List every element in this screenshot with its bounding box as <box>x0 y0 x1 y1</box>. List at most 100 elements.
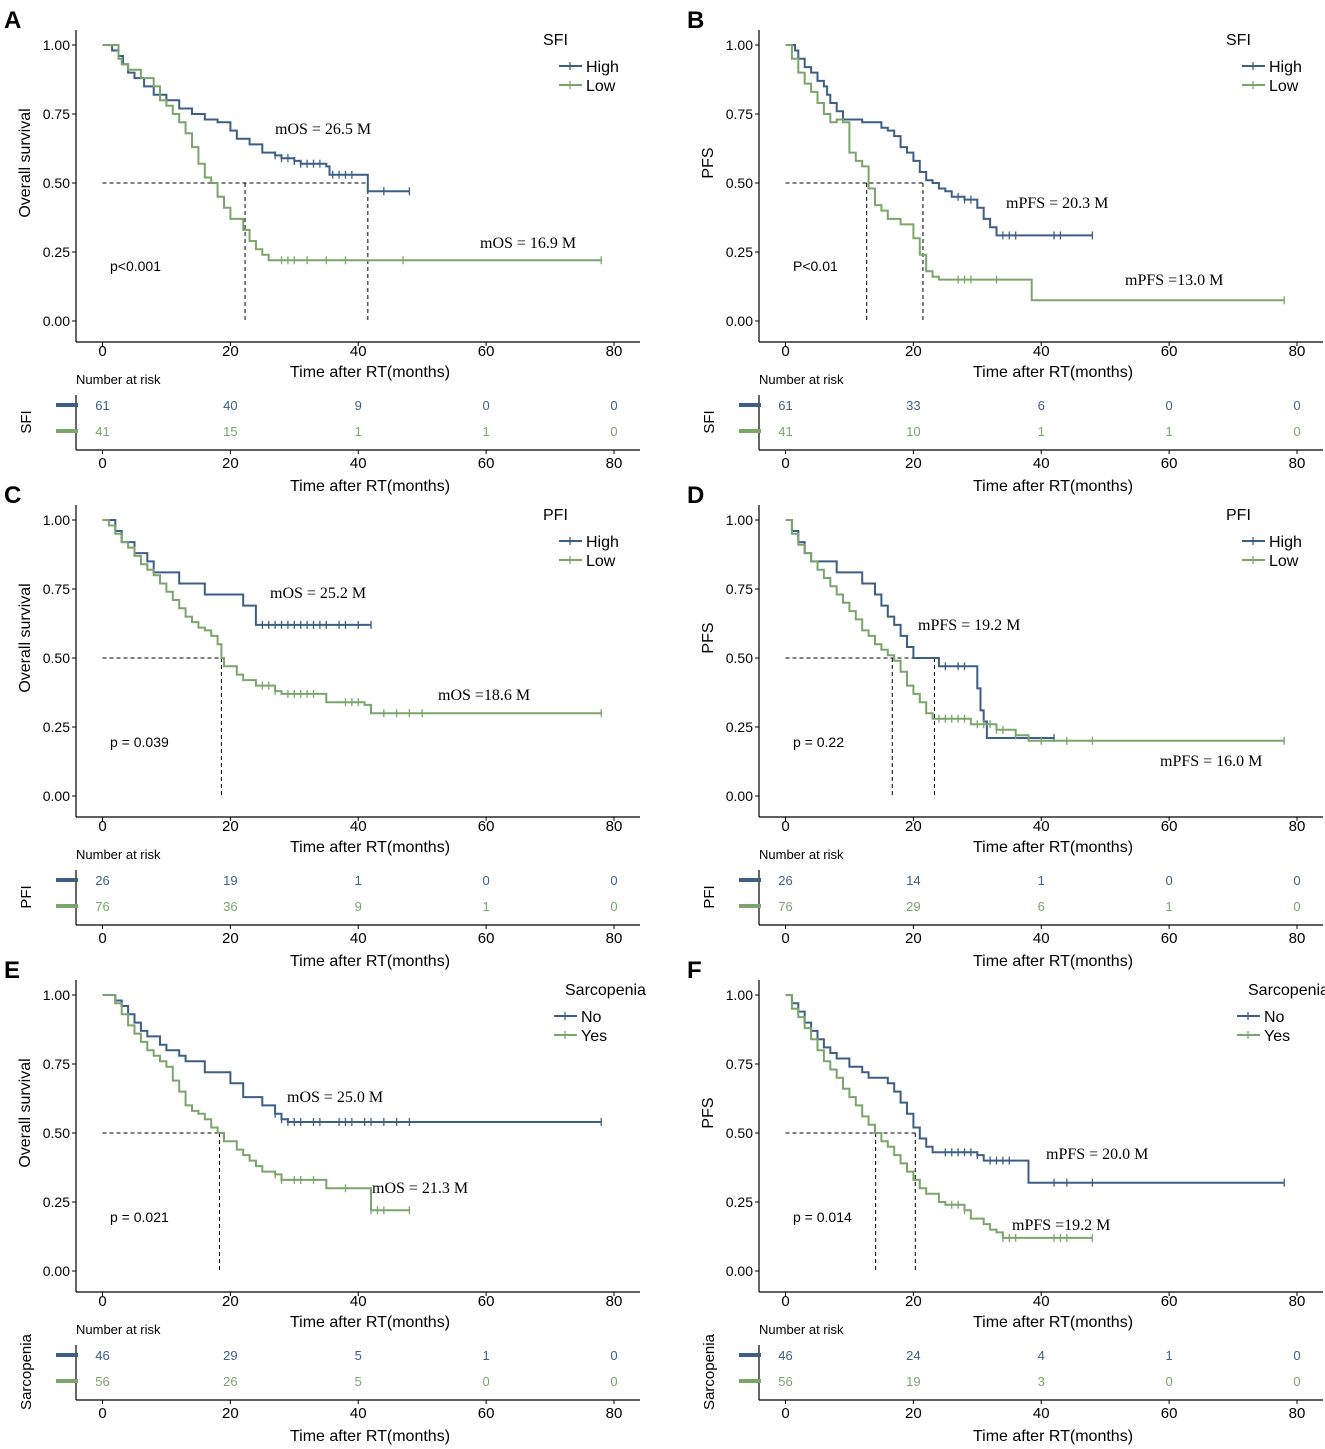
risk-x-tick-label: 0 <box>98 1405 106 1422</box>
x-tick-label: 20 <box>222 818 239 835</box>
risk-table-title: Number at risk <box>76 1322 161 1337</box>
panel-letter: F <box>687 957 702 984</box>
risk-x-tick-label: 40 <box>1033 1405 1050 1422</box>
x-tick-label: 0 <box>781 1293 789 1310</box>
risk-x-tick-label: 20 <box>222 455 239 472</box>
panel-letter: D <box>687 482 704 509</box>
legend-title: SFI <box>1226 32 1251 49</box>
x-tick-label: 40 <box>350 818 367 835</box>
panel-c: C 0.00 0.25 0.50 0.75 1.00 0 20 40 60 80 Time after… <box>4 482 640 970</box>
km-curve-high <box>102 44 410 193</box>
p-value: p = 0.021 <box>110 1209 169 1225</box>
risk-x-tick-label: 60 <box>1161 455 1178 472</box>
risk-table-title: Number at risk <box>76 372 161 387</box>
risk-count: 1 <box>355 424 362 439</box>
legend-item: High <box>1269 59 1302 76</box>
panel-letter: C <box>4 482 21 509</box>
risk-count: 0 <box>1166 1374 1173 1389</box>
p-value: p = 0.014 <box>793 1209 852 1225</box>
risk-x-tick-label: 80 <box>606 1405 623 1422</box>
risk-count: 41 <box>778 424 792 439</box>
risk-count: 9 <box>355 899 362 914</box>
risk-count: 0 <box>1166 398 1173 413</box>
x-tick-label: 20 <box>905 818 922 835</box>
risk-x-tick-label: 20 <box>222 1405 239 1422</box>
x-tick-label: 20 <box>905 343 922 360</box>
x-tick-label: 0 <box>98 1293 106 1310</box>
median-label: mPFS = 20.0 M <box>1046 1146 1148 1163</box>
panel-e: E 0.00 0.25 0.50 0.75 1.00 0 20 40 60 80 Time after… <box>4 957 646 1445</box>
risk-count: 6 <box>1038 899 1045 914</box>
legend-item: Yes <box>581 1028 607 1045</box>
legend-item: Low <box>586 553 616 570</box>
risk-x-tick-label: 0 <box>98 930 106 947</box>
risk-count: 76 <box>778 899 792 914</box>
median-label: mOS = 25.0 M <box>287 1089 383 1106</box>
risk-count: 56 <box>95 1374 109 1389</box>
risk-x-tick-label: 80 <box>1289 455 1306 472</box>
p-value: p = 0.039 <box>110 734 169 750</box>
km-curve-no <box>785 994 1285 1184</box>
risk-count: 0 <box>610 899 617 914</box>
risk-x-tick-label: 20 <box>905 1405 922 1422</box>
risk-count: 0 <box>1293 1348 1300 1363</box>
risk-count: 14 <box>906 873 920 888</box>
y-tick-label: 0.25 <box>726 1194 753 1210</box>
y-tick-label: 1.00 <box>43 37 70 53</box>
x-tick-label: 60 <box>1161 1293 1178 1310</box>
panel-letter: A <box>4 7 21 34</box>
x-tick-label: 0 <box>781 818 789 835</box>
risk-count: 0 <box>610 398 617 413</box>
y-tick-label: 0.25 <box>43 1194 70 1210</box>
x-tick-label: 60 <box>1161 343 1178 360</box>
risk-count: 1 <box>1038 424 1045 439</box>
km-curve-yes <box>785 994 1093 1239</box>
x-tick-label: 0 <box>98 818 106 835</box>
legend-item: Low <box>1269 78 1299 95</box>
risk-count: 46 <box>95 1348 109 1363</box>
risk-count: 40 <box>223 398 237 413</box>
risk-table-title: Number at risk <box>759 847 844 862</box>
median-label: mOS = 26.5 M <box>275 121 371 138</box>
x-tick-label: 20 <box>222 343 239 360</box>
median-label: mOS = 16.9 M <box>480 235 576 252</box>
risk-y-label: SFI <box>701 410 718 433</box>
y-tick-label: 0.00 <box>43 313 70 329</box>
risk-count: 0 <box>1293 899 1300 914</box>
y-tick-label: 0.25 <box>43 244 70 260</box>
median-label: mPFS = 19.2 M <box>918 617 1020 634</box>
legend-item: High <box>586 59 619 76</box>
median-label: mPFS =13.0 M <box>1125 272 1223 289</box>
y-tick-label: 0.25 <box>43 719 70 735</box>
y-tick-label: 0.75 <box>43 1056 70 1072</box>
x-tick-label: 0 <box>781 343 789 360</box>
y-tick-label: 0.25 <box>726 719 753 735</box>
x-tick-label: 80 <box>606 343 623 360</box>
risk-y-label: SFI <box>18 410 35 433</box>
risk-x-axis-label: Time after RT(months) <box>973 478 1133 495</box>
risk-table-title: Number at risk <box>76 847 161 862</box>
risk-count: 46 <box>778 1348 792 1363</box>
risk-y-label: PFI <box>701 885 718 908</box>
y-axis-label: PFS <box>700 147 717 178</box>
risk-count: 1 <box>1038 873 1045 888</box>
risk-count: 0 <box>610 1348 617 1363</box>
risk-count: 6 <box>1038 398 1045 413</box>
y-tick-label: 0.75 <box>726 106 753 122</box>
risk-table-title: Number at risk <box>759 1322 844 1337</box>
risk-y-label: Sarcopenia <box>18 1333 35 1410</box>
legend-title: PFI <box>543 507 568 524</box>
risk-count: 0 <box>1293 1374 1300 1389</box>
y-tick-label: 0.00 <box>43 1263 70 1279</box>
y-axis-label: PFS <box>700 1097 717 1128</box>
risk-count: 5 <box>355 1348 362 1363</box>
risk-count: 1 <box>1166 899 1173 914</box>
risk-count: 26 <box>95 873 109 888</box>
x-tick-label: 40 <box>1033 1293 1050 1310</box>
x-tick-label: 60 <box>478 1293 495 1310</box>
y-tick-label: 0.50 <box>726 650 753 666</box>
risk-count: 0 <box>1166 873 1173 888</box>
median-label: mOS =18.6 M <box>438 687 530 704</box>
y-tick-label: 0.50 <box>43 650 70 666</box>
